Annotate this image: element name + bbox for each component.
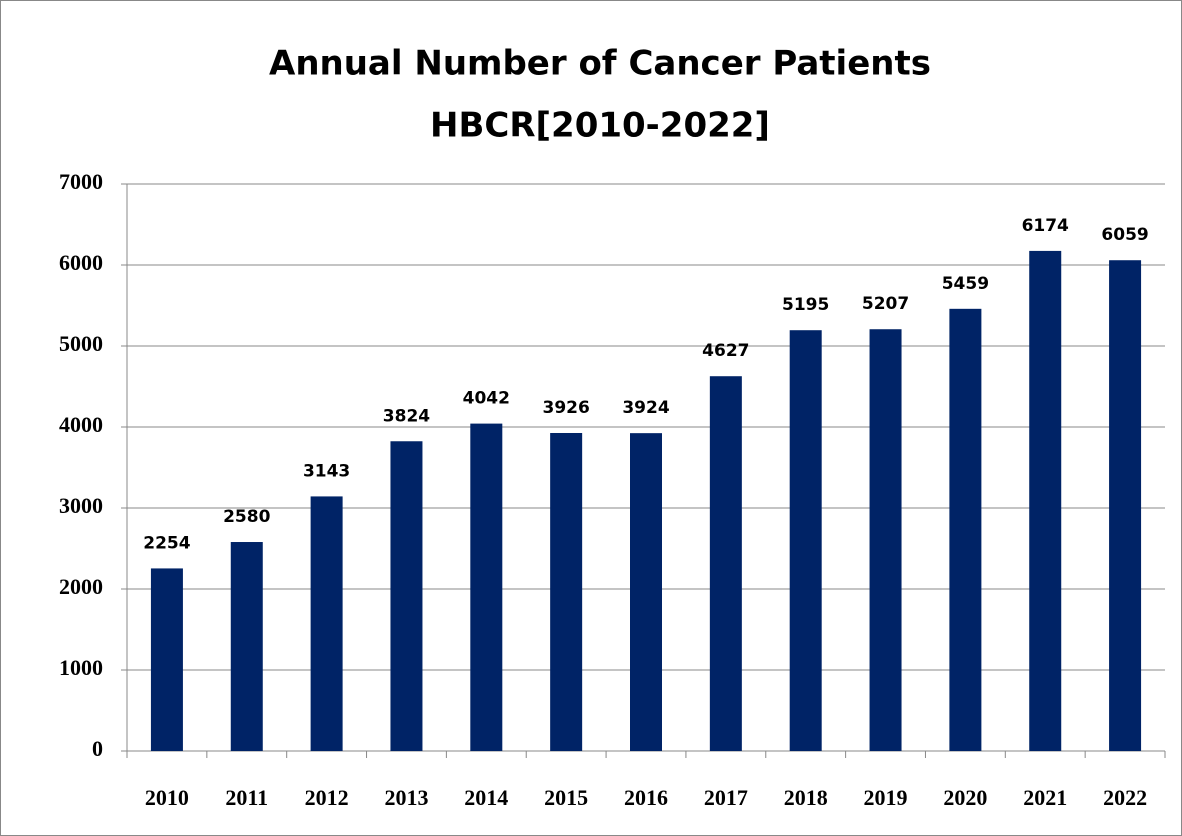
y-tick-label: 2000 xyxy=(59,574,103,599)
x-tick-label: 2017 xyxy=(704,785,748,810)
data-label: 3143 xyxy=(303,461,350,481)
y-tick-label: 4000 xyxy=(59,412,103,437)
x-tick-label: 2015 xyxy=(544,785,588,810)
data-label: 2580 xyxy=(223,507,270,527)
x-tick-label: 2013 xyxy=(384,785,428,810)
y-tick-label: 7000 xyxy=(59,169,103,194)
data-label: 3924 xyxy=(622,398,669,418)
data-label: 5207 xyxy=(862,294,909,314)
data-label: 2254 xyxy=(143,533,190,553)
x-tick-label: 2010 xyxy=(145,785,189,810)
bar xyxy=(709,376,742,751)
x-tick-label: 2012 xyxy=(305,785,349,810)
data-label: 5459 xyxy=(942,274,989,294)
y-tick-label: 1000 xyxy=(59,655,103,680)
x-tick-label: 2022 xyxy=(1103,785,1147,810)
y-tick-label: 6000 xyxy=(59,250,103,275)
chart-subtitle: HBCR[2010-2022] xyxy=(430,106,770,146)
x-tick-label: 2014 xyxy=(464,785,508,810)
x-tick-label: 2021 xyxy=(1023,785,1067,810)
bar xyxy=(949,308,982,751)
bar xyxy=(789,330,822,751)
bar xyxy=(310,496,343,751)
data-label: 5195 xyxy=(782,295,829,315)
data-label: 6059 xyxy=(1101,225,1148,245)
bar xyxy=(230,542,263,751)
bar xyxy=(150,568,183,751)
bar xyxy=(630,433,662,751)
y-tick-label: 5000 xyxy=(59,331,103,356)
data-label: 3926 xyxy=(542,398,589,418)
x-tick-label: 2019 xyxy=(864,785,908,810)
bar xyxy=(1029,250,1062,751)
y-tick-label: 0 xyxy=(92,736,103,761)
x-tick-label: 2011 xyxy=(225,785,268,810)
bar xyxy=(470,423,503,751)
chart-title: Annual Number of Cancer Patients xyxy=(269,44,931,84)
x-tick-label: 2020 xyxy=(943,785,987,810)
x-tick-label: 2016 xyxy=(624,785,668,810)
y-tick-label: 3000 xyxy=(59,493,103,518)
data-label: 4042 xyxy=(463,389,510,409)
bar xyxy=(550,432,583,751)
data-label: 3824 xyxy=(383,406,430,426)
bar xyxy=(1109,260,1142,751)
data-label: 6174 xyxy=(1022,216,1069,236)
bar xyxy=(869,329,902,751)
bar xyxy=(390,441,423,751)
x-tick-label: 2018 xyxy=(784,785,828,810)
data-label: 4627 xyxy=(702,341,749,361)
